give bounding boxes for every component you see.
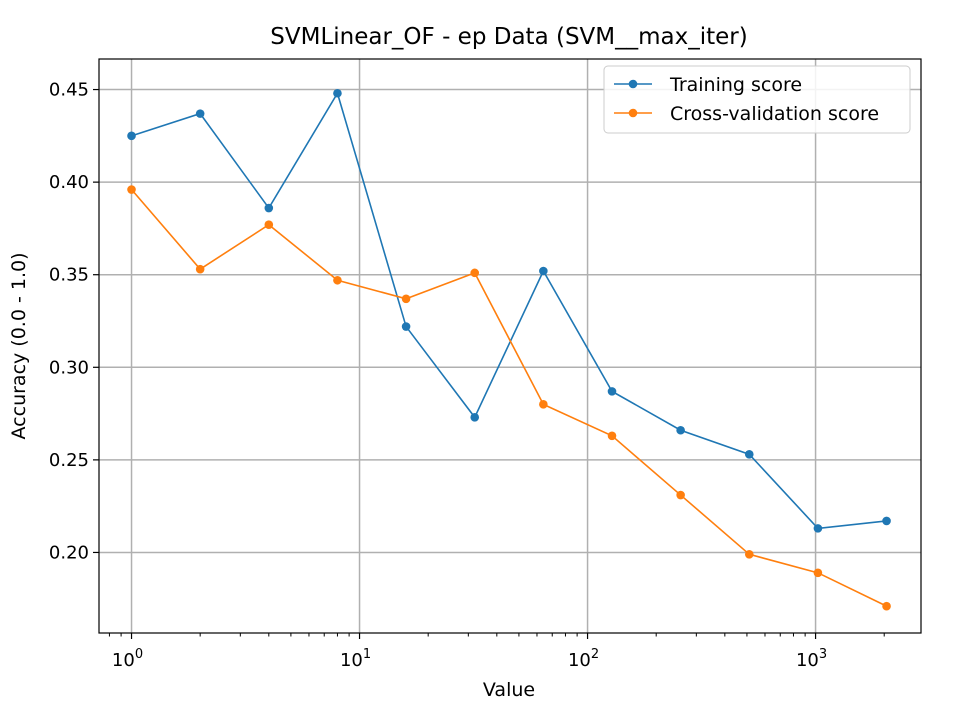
legend-marker [628, 108, 638, 118]
data-point [264, 203, 274, 213]
legend-label: Training score [669, 74, 802, 96]
data-point [195, 109, 205, 118]
x-tick-label: 101 [340, 647, 371, 671]
legend-label: Cross-validation score [670, 103, 879, 125]
axis-ticks: 0.20 0.25 0.30 0.35 0.40 0.45 100 101 102 103 [49, 80, 885, 671]
series-line [131, 91, 887, 530]
data-point [127, 131, 136, 141]
data-point [195, 264, 205, 274]
y-tick-label: 0.30 [49, 357, 89, 378]
data-point [401, 294, 411, 304]
series-1 [127, 88, 891, 533]
data-point [539, 266, 548, 276]
data-point [676, 490, 685, 500]
plot-frame [98, 58, 922, 634]
data-point [676, 425, 685, 435]
data-point [744, 550, 754, 559]
y-tick-label: 0.45 [49, 80, 89, 101]
data-point [882, 601, 891, 611]
grid [99, 59, 921, 633]
y-tick-label: 0.20 [49, 542, 89, 563]
data-point [882, 516, 891, 526]
x-tick-label: 103 [796, 647, 827, 671]
data-point [607, 387, 617, 396]
data-point [333, 275, 342, 285]
data-point [127, 185, 136, 194]
data-point [744, 450, 754, 459]
data-point [539, 400, 548, 409]
y-tick-label: 0.35 [49, 265, 89, 286]
x-axis-label: Value [483, 679, 535, 701]
legend-marker [628, 79, 638, 89]
data-point [333, 88, 342, 98]
legend: Training score Cross-validation score [603, 65, 911, 134]
y-axis-label: Accuracy (0.0 - 1.0) [8, 253, 30, 440]
y-tick-label: 0.40 [49, 172, 89, 193]
data-point [470, 268, 480, 278]
series-group [127, 88, 891, 611]
series-2 [127, 185, 891, 611]
y-tick-label: 0.25 [49, 450, 89, 471]
x-tick-label: 102 [568, 647, 599, 671]
data-point [813, 524, 823, 533]
data-point [813, 568, 823, 578]
data-point [607, 431, 617, 441]
data-point [401, 322, 411, 331]
series-line [130, 189, 887, 607]
legend-box [603, 65, 911, 134]
x-tick-label: 100 [112, 647, 143, 671]
data-point [264, 220, 274, 230]
chart-title: SVMLinear_OF - ep Data (SVM__max_iter) [270, 24, 747, 50]
data-point [470, 412, 480, 422]
